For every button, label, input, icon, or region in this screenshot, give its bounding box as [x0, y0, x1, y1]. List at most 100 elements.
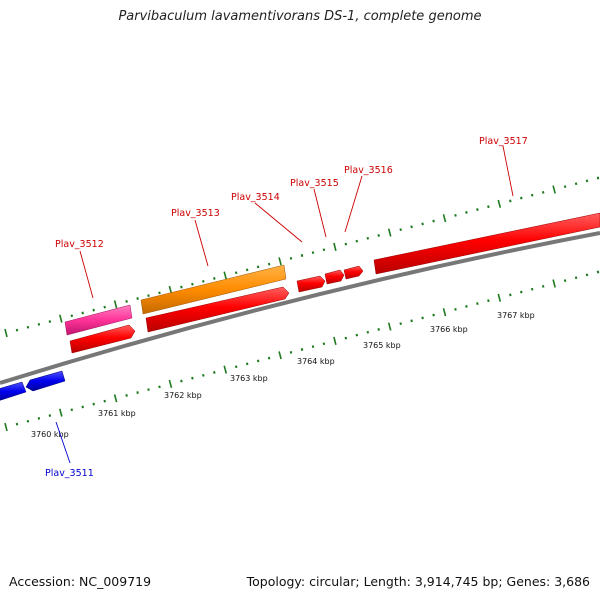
- minor-tick: [541, 284, 545, 288]
- gene-label-plav-3517[interactable]: Plav_3517: [479, 136, 528, 147]
- gene-label-plav-3512[interactable]: Plav_3512: [55, 239, 104, 250]
- major-tick: [223, 365, 228, 374]
- minor-tick: [530, 287, 534, 291]
- scale-label: 3766 kbp: [430, 325, 468, 334]
- blue-gene-feature[interactable]: [25, 370, 66, 392]
- minor-tick: [410, 319, 413, 323]
- scale-label: 3760 kbp: [31, 430, 69, 439]
- minor-tick: [81, 405, 84, 409]
- minor-tick: [26, 325, 30, 329]
- minor-tick: [377, 233, 380, 237]
- blue-gene-feature[interactable]: [0, 381, 27, 401]
- minor-tick: [377, 327, 380, 331]
- minor-tick: [15, 422, 19, 426]
- minor-tick: [234, 271, 238, 275]
- minor-tick: [289, 256, 293, 260]
- major-tick: [387, 322, 392, 331]
- orange-gene-feature[interactable]: [140, 264, 287, 315]
- minor-tick: [432, 313, 435, 317]
- major-tick: [442, 214, 447, 223]
- minor-tick: [322, 248, 326, 252]
- red-gene-feature[interactable]: [69, 324, 136, 354]
- minor-tick: [487, 205, 490, 209]
- minor-tick: [596, 176, 600, 180]
- minor-tick: [15, 328, 19, 332]
- minor-tick: [585, 179, 589, 183]
- minor-tick: [256, 265, 260, 269]
- reverse-strand-genes: [0, 370, 66, 401]
- major-tick: [387, 228, 392, 237]
- major-tick: [278, 257, 282, 266]
- minor-tick: [180, 285, 183, 289]
- minor-tick: [421, 222, 424, 226]
- minor-tick: [158, 385, 161, 389]
- minor-tick: [530, 193, 534, 197]
- major-tick: [168, 379, 173, 389]
- minor-tick: [410, 225, 413, 229]
- minor-tick: [125, 300, 128, 303]
- minor-tick: [147, 294, 150, 298]
- inner-tick-track: [4, 270, 600, 432]
- minor-tick: [245, 362, 249, 366]
- leader-line: [79, 250, 94, 299]
- major-tick: [4, 328, 8, 338]
- minor-tick: [366, 330, 370, 334]
- red-gene-feature[interactable]: [373, 212, 600, 275]
- minor-tick: [180, 379, 183, 383]
- scale-label: 3764 kbp: [297, 357, 335, 366]
- major-tick: [552, 185, 556, 194]
- gene-label-plav-3513[interactable]: Plav_3513: [171, 208, 220, 219]
- gene-label-plav-3515[interactable]: Plav_3515: [290, 178, 339, 189]
- minor-tick: [311, 251, 315, 255]
- minor-tick: [289, 350, 293, 354]
- minor-tick: [234, 365, 238, 369]
- gene-label-plav-3514[interactable]: Plav_3514: [231, 192, 280, 203]
- leader-line: [344, 175, 363, 233]
- major-tick: [113, 300, 118, 309]
- minor-tick: [92, 402, 95, 406]
- minor-tick: [366, 236, 370, 240]
- minor-tick: [202, 279, 205, 283]
- scale-label: 3762 kbp: [164, 391, 202, 400]
- red-gene-feature[interactable]: [343, 265, 364, 280]
- pink-gene-feature[interactable]: [64, 304, 133, 336]
- minor-tick: [465, 211, 468, 214]
- minor-tick: [574, 182, 578, 186]
- scale-label: 3767 kbp: [497, 311, 535, 320]
- minor-tick: [487, 299, 490, 303]
- major-tick: [59, 314, 63, 323]
- map-title: Parvibaculum lavamentivorans DS-1, compl…: [118, 9, 482, 24]
- minor-tick: [585, 273, 589, 277]
- red-gene-feature[interactable]: [145, 286, 290, 333]
- major-tick: [552, 279, 556, 288]
- minor-tick: [136, 391, 139, 394]
- minor-tick: [213, 277, 216, 280]
- minor-tick: [520, 290, 523, 294]
- minor-tick: [509, 293, 512, 297]
- label-leaders: [55, 145, 514, 464]
- minor-tick: [103, 399, 106, 403]
- minor-tick: [256, 359, 260, 363]
- minor-tick: [322, 342, 326, 346]
- minor-tick: [563, 279, 567, 283]
- minor-tick: [563, 185, 567, 189]
- minor-tick: [147, 388, 150, 392]
- minor-tick: [81, 311, 84, 315]
- scale-label: 3763 kbp: [230, 374, 268, 383]
- minor-tick: [344, 242, 348, 246]
- minor-tick: [300, 348, 304, 351]
- red-gene-feature[interactable]: [324, 269, 345, 285]
- minor-tick: [92, 308, 95, 312]
- minor-tick: [509, 199, 512, 203]
- leader-line: [55, 421, 71, 464]
- major-tick: [223, 271, 228, 280]
- minor-tick: [520, 196, 523, 200]
- minor-tick: [26, 419, 30, 423]
- major-tick: [4, 422, 8, 432]
- leader-line: [194, 219, 209, 267]
- gene-label-plav-3511[interactable]: Plav_3511: [45, 468, 94, 479]
- minor-tick: [37, 322, 41, 326]
- red-gene-feature[interactable]: [296, 275, 326, 293]
- scale-labels: 3760 kbp 3761 kbp 3762 kbp 3763 kbp 3764…: [31, 311, 535, 439]
- gene-label-plav-3516[interactable]: Plav_3516: [344, 165, 393, 176]
